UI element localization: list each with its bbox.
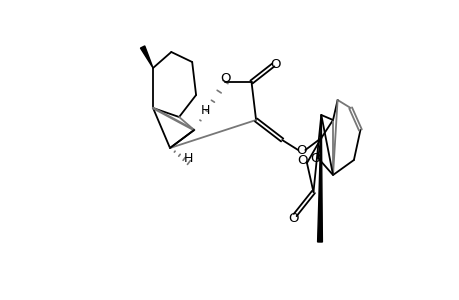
Text: O: O: [297, 154, 307, 166]
Text: H: H: [184, 152, 193, 164]
Text: O: O: [220, 73, 230, 85]
Text: O: O: [288, 212, 298, 224]
Text: O: O: [309, 152, 319, 164]
Text: O: O: [296, 143, 306, 157]
Text: O: O: [270, 58, 280, 71]
Text: H: H: [200, 103, 209, 116]
Polygon shape: [140, 46, 153, 68]
Polygon shape: [317, 115, 322, 242]
